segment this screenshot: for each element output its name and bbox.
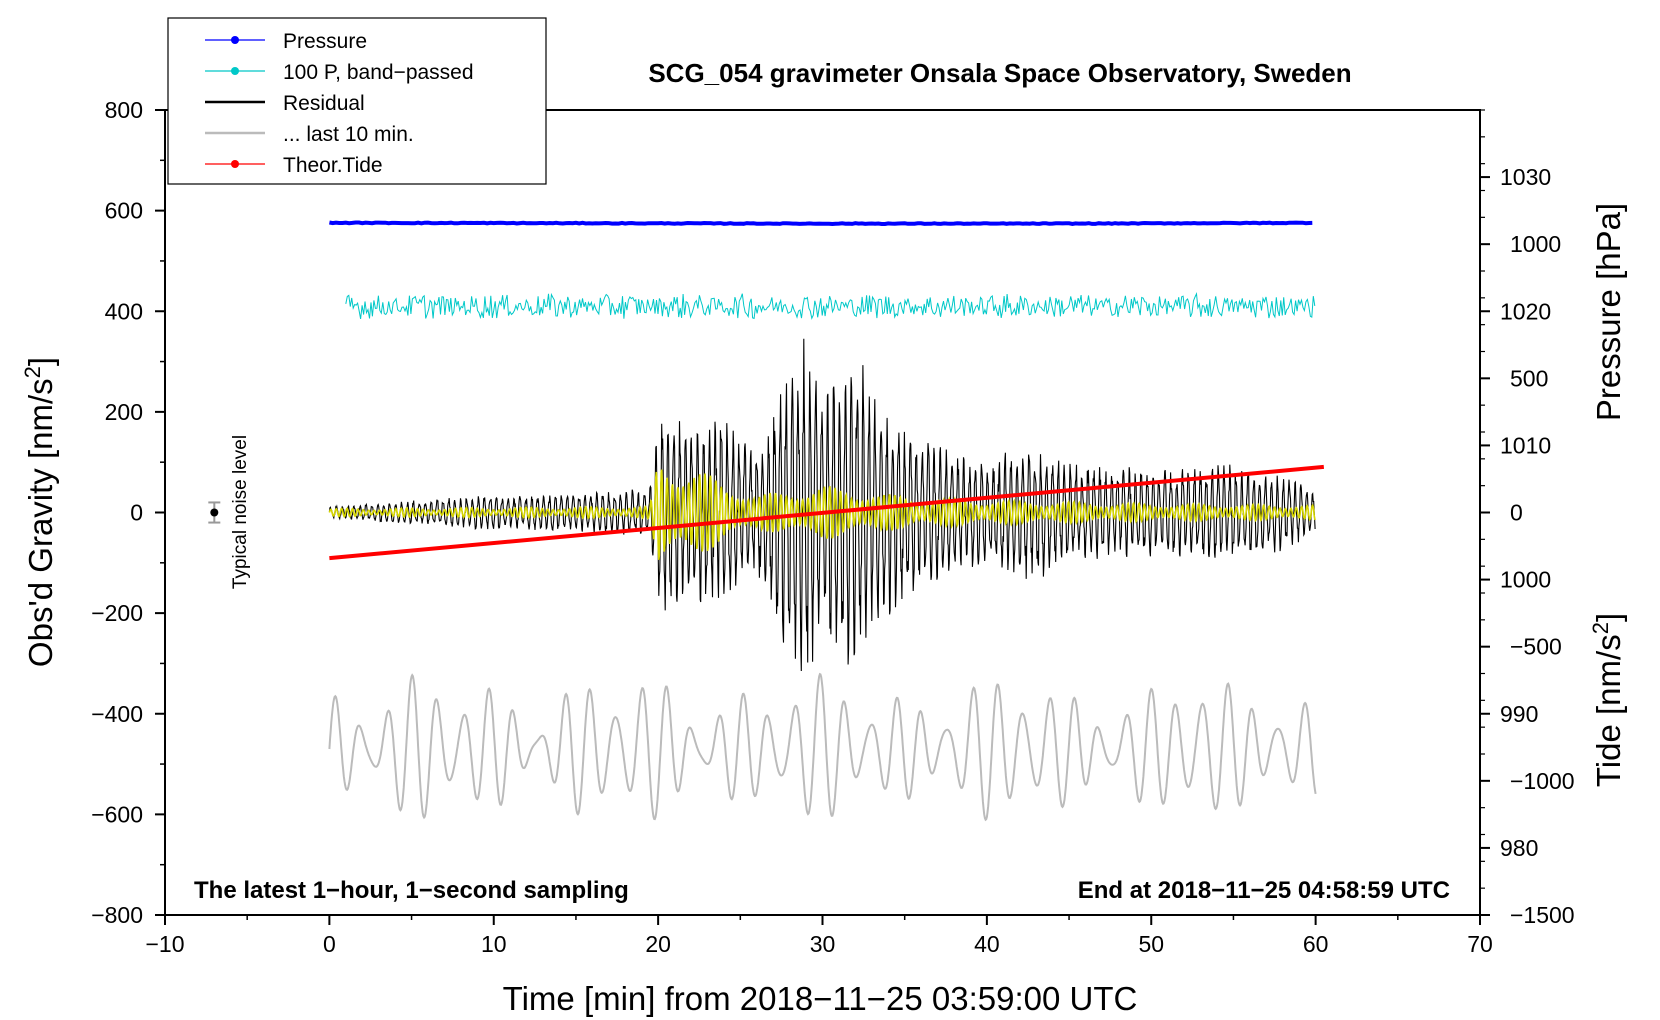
legend-marker: [231, 36, 239, 44]
y-tick-label: −600: [91, 801, 143, 827]
y-axis-ticks: −800 −600 −400 −200 0 200 400 600 800: [91, 97, 165, 928]
pressure-tick-label: 1030: [1500, 164, 1551, 190]
pressure-trace: [329, 220, 1313, 227]
pressure-tick-label: 990: [1500, 701, 1538, 727]
series-layer: [328, 220, 1325, 822]
pressure-tick-label: 1020: [1500, 298, 1551, 324]
x-tick-label: 10: [481, 931, 507, 957]
pressure-axis-ticks: 980 990 1000 1010 1020 1030: [1480, 109, 1551, 916]
tide-tick-label: 1000: [1510, 231, 1561, 257]
x-tick-label: 60: [1303, 931, 1329, 957]
y-tick-label: 800: [105, 97, 143, 123]
legend-label: 100 P, band−passed: [283, 61, 474, 84]
legend-item: Theor.Tide: [205, 154, 383, 177]
legend: Pressure 100 P, band−passed Residual ... la…: [167, 17, 547, 185]
pressure-axis-label: Pressure [hPa]: [1590, 203, 1627, 421]
y-tick-label: −800: [91, 902, 143, 928]
y-tick-label: 0: [130, 500, 143, 526]
x-tick-label: −10: [145, 931, 184, 957]
pressure-tick-label: 1000: [1500, 567, 1551, 593]
last-10-min-trace: [328, 672, 1317, 822]
legend-label: ... last 10 min.: [283, 123, 414, 146]
tide-tick-label: −1500: [1510, 902, 1575, 928]
chart-title: SCG_054 gravimeter Onsala Space Observat…: [648, 58, 1351, 88]
y-axis-label: Obs'd Gravity [nm/s2]: [20, 357, 59, 667]
x-tick-label: 20: [645, 931, 671, 957]
tide-tick-label: −1000: [1510, 768, 1575, 794]
x-tick-label: 40: [974, 931, 1000, 957]
y-tick-label: 600: [105, 198, 143, 224]
legend-item: 100 P, band−passed: [205, 61, 474, 84]
sampling-note: The latest 1−hour, 1−second sampling: [194, 877, 629, 904]
legend-label: Residual: [283, 92, 365, 115]
legend-item: ... last 10 min.: [205, 123, 414, 146]
y-tick-label: −200: [91, 600, 143, 626]
end-time-note: End at 2018−11−25 04:58:59 UTC: [1078, 877, 1450, 904]
legend-item: Pressure: [205, 30, 367, 53]
legend-label: Pressure: [283, 30, 367, 53]
tide-tick-label: −500: [1510, 634, 1562, 660]
pressure-tick-label: 980: [1500, 835, 1538, 861]
legend-marker: [231, 160, 239, 168]
legend-item: Residual: [205, 92, 365, 115]
tide-tick-label: 0: [1510, 500, 1523, 526]
tide-tick-label: 500: [1510, 365, 1548, 391]
y-tick-label: −400: [91, 701, 143, 727]
y-tick-label: 400: [105, 298, 143, 324]
legend-label: Theor.Tide: [283, 154, 383, 177]
pressure-tick-label: 1010: [1500, 432, 1551, 458]
y-tick-label: 200: [105, 399, 143, 425]
noise-level-indicator: Typical noise level: [208, 435, 251, 589]
tide-axis-label: Tide [nm/s2]: [1588, 613, 1627, 787]
tide-axis-ticks: −1500 −1000 −500 0 500 1000: [1480, 176, 1575, 928]
x-tick-label: 50: [1138, 931, 1164, 957]
theoretical-tide-trace: [329, 464, 1325, 561]
x-tick-label: 0: [323, 931, 336, 957]
noise-point: [210, 508, 219, 517]
x-tick-label: 70: [1467, 931, 1493, 957]
x-axis-label: Time [min] from 2018−11−25 03:59:00 UTC: [503, 980, 1138, 1017]
residual-trace: [328, 338, 1316, 672]
x-axis-ticks: −10 0 10 20 30 40 50 60 70: [145, 915, 1493, 957]
pressure-bandpassed-trace: [345, 291, 1316, 320]
noise-level-label: Typical noise level: [230, 435, 251, 589]
residual-bandpassed-trace: [328, 469, 1316, 560]
legend-marker: [231, 67, 239, 75]
x-tick-label: 30: [810, 931, 836, 957]
